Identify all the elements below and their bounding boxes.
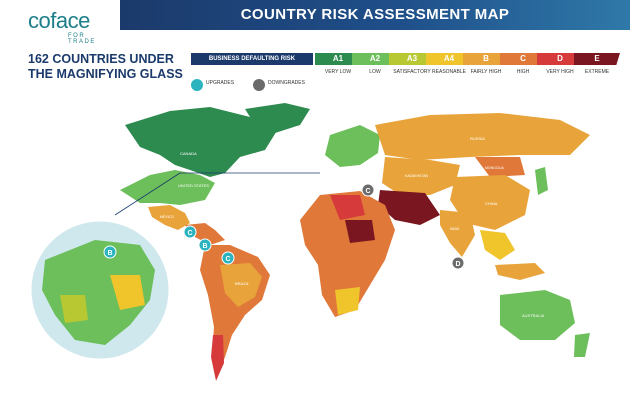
region-southeast-asia	[480, 230, 515, 260]
label-kazakhstan: KAZAKHSTAN	[405, 174, 429, 178]
legend-desc-b: FAIRLY HIGH	[470, 69, 502, 75]
downgrades-label: DOWNGRADES	[268, 80, 305, 86]
upgrades-label: UPGRADES	[206, 80, 235, 86]
marker-label: C	[187, 230, 192, 237]
region-mexico	[148, 205, 190, 230]
world-map: CANADA UNITED STATES MEXICO BRAZIL RUSSI…	[28, 103, 590, 381]
region-greenland	[245, 103, 310, 133]
legend-desc-a3: SATISFACTORY	[393, 69, 431, 75]
headline-line-1: 162 COUNTRIES UNDER	[28, 52, 174, 66]
marker-label: B	[202, 243, 207, 250]
legend-cell-c: C	[500, 53, 546, 65]
region-canada	[125, 107, 278, 177]
legend-desc-a1: VERY LOW	[324, 69, 352, 75]
region-south-africa	[335, 287, 360, 315]
region-australia	[500, 290, 575, 340]
region-russia	[375, 113, 590, 160]
upgrade-marker-icon: C	[183, 225, 197, 239]
legend-desc-e: EXTREME	[584, 69, 610, 75]
legend-desc-a2: LOW	[369, 69, 381, 75]
legend-desc-a4: REASONABLE	[432, 69, 466, 75]
marker-label: D	[455, 261, 460, 268]
region-kazakhstan	[382, 157, 460, 195]
legend-cell-e: E	[574, 53, 620, 65]
header-banner: COUNTRY RISK ASSESSMENT MAP	[120, 0, 630, 30]
region-mongolia	[475, 157, 525, 177]
headline-line-2: THE MAGNIFYING GLASS	[28, 67, 183, 81]
label-china: CHINA	[485, 201, 498, 206]
label-brazil: BRAZIL	[235, 281, 250, 286]
legend-cell-a1: A1	[315, 53, 361, 65]
legend-cell-b: B	[463, 53, 509, 65]
label-usa: UNITED STATES	[178, 183, 209, 188]
legend-cell-d: D	[537, 53, 583, 65]
region-brazil	[220, 263, 262, 307]
marker-label: C	[365, 188, 370, 195]
label-india: INDIA	[450, 227, 460, 231]
region-north-africa	[330, 195, 365, 220]
logo-tagline: FOR TRADE	[68, 33, 96, 45]
marker-label: B	[107, 250, 112, 257]
region-europe	[325, 125, 380, 167]
label-mexico: MEXICO	[160, 215, 174, 219]
region-europe-zoom-iberia	[60, 295, 88, 323]
logo-wordmark: coface	[28, 8, 90, 33]
region-central-africa	[345, 220, 375, 243]
label-russia: RUSSIA	[470, 136, 485, 141]
upgrade-marker-icon: B	[103, 245, 117, 259]
coface-logo: coface FOR TRADE	[28, 8, 108, 45]
label-australia: AUSTRALIA	[522, 313, 545, 318]
downgrade-marker-icon: C	[361, 183, 375, 197]
upgrade-marker-icon: B	[198, 238, 212, 252]
legend-cell-a2: A2	[352, 53, 398, 65]
region-new-zealand	[574, 333, 590, 357]
downgrade-marker-icon: D	[451, 256, 465, 270]
region-india	[440, 210, 475, 257]
legend-cell-a4: A4	[426, 53, 472, 65]
marker-label: C	[225, 256, 230, 263]
headline: 162 COUNTRIES UNDER THE MAGNIFYING GLASS	[28, 52, 198, 82]
legend-title: BUSINESS DEFAULTING RISK	[191, 53, 313, 65]
region-middle-east	[378, 190, 440, 225]
region-argentina	[211, 335, 224, 381]
legend-desc-d: VERY HIGH	[546, 69, 574, 75]
magnifier-line-left	[114, 172, 181, 216]
upgrade-marker-icon: C	[221, 251, 235, 265]
downgrade-dot-icon	[253, 79, 265, 91]
label-canada: CANADA	[180, 151, 197, 156]
legend-cell-a3: A3	[389, 53, 435, 65]
legend-desc-c: HIGH	[516, 69, 530, 75]
label-mongolia: MONGOLIA	[485, 166, 505, 170]
region-europe-zoom-south	[110, 275, 145, 310]
page-title: COUNTRY RISK ASSESSMENT MAP	[240, 6, 510, 23]
upgrade-dot-icon	[191, 79, 203, 91]
region-indonesia	[495, 263, 545, 280]
region-japan	[535, 167, 548, 195]
